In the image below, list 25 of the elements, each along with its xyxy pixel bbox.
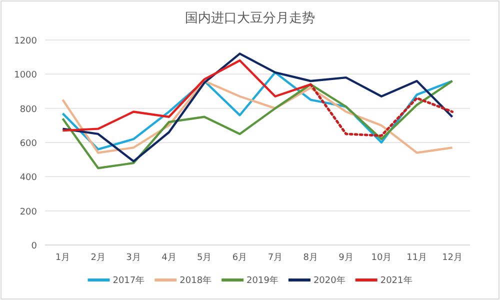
x-tick-label: 6月 (232, 253, 248, 263)
x-tick-label: 1月 (55, 253, 70, 263)
y-tick-label: 1200 (14, 36, 38, 46)
x-tick-label: 5月 (197, 253, 212, 263)
x-tick-label: 4月 (162, 253, 176, 263)
legend-label: 2020年 (313, 275, 346, 286)
y-tick-label: 0 (31, 242, 38, 252)
y-tick-label: 800 (20, 104, 38, 115)
legend-label: 2019年 (246, 275, 278, 286)
x-tick-label: 7月 (268, 253, 283, 263)
x-tick-label: 9月 (338, 253, 354, 263)
x-tick-label: 8月 (303, 253, 318, 263)
x-tick-label: 12月 (442, 253, 463, 263)
legend-label: 2017年 (112, 275, 145, 286)
x-tick-label: 11月 (406, 253, 428, 263)
y-tick-label: 400 (20, 173, 38, 184)
x-tick-label: 3月 (126, 253, 141, 263)
y-tick-label: 200 (20, 207, 38, 218)
y-tick-label: 600 (20, 139, 38, 149)
legend-label: 2018年 (180, 275, 212, 286)
x-tick-label: 10月 (371, 253, 392, 263)
x-tick-label: 2月 (90, 253, 106, 263)
y-tick-label: 1000 (14, 70, 38, 81)
chart-title: 国内进口大豆分月走势 (185, 11, 315, 26)
legend-label: 2021年 (380, 275, 412, 286)
